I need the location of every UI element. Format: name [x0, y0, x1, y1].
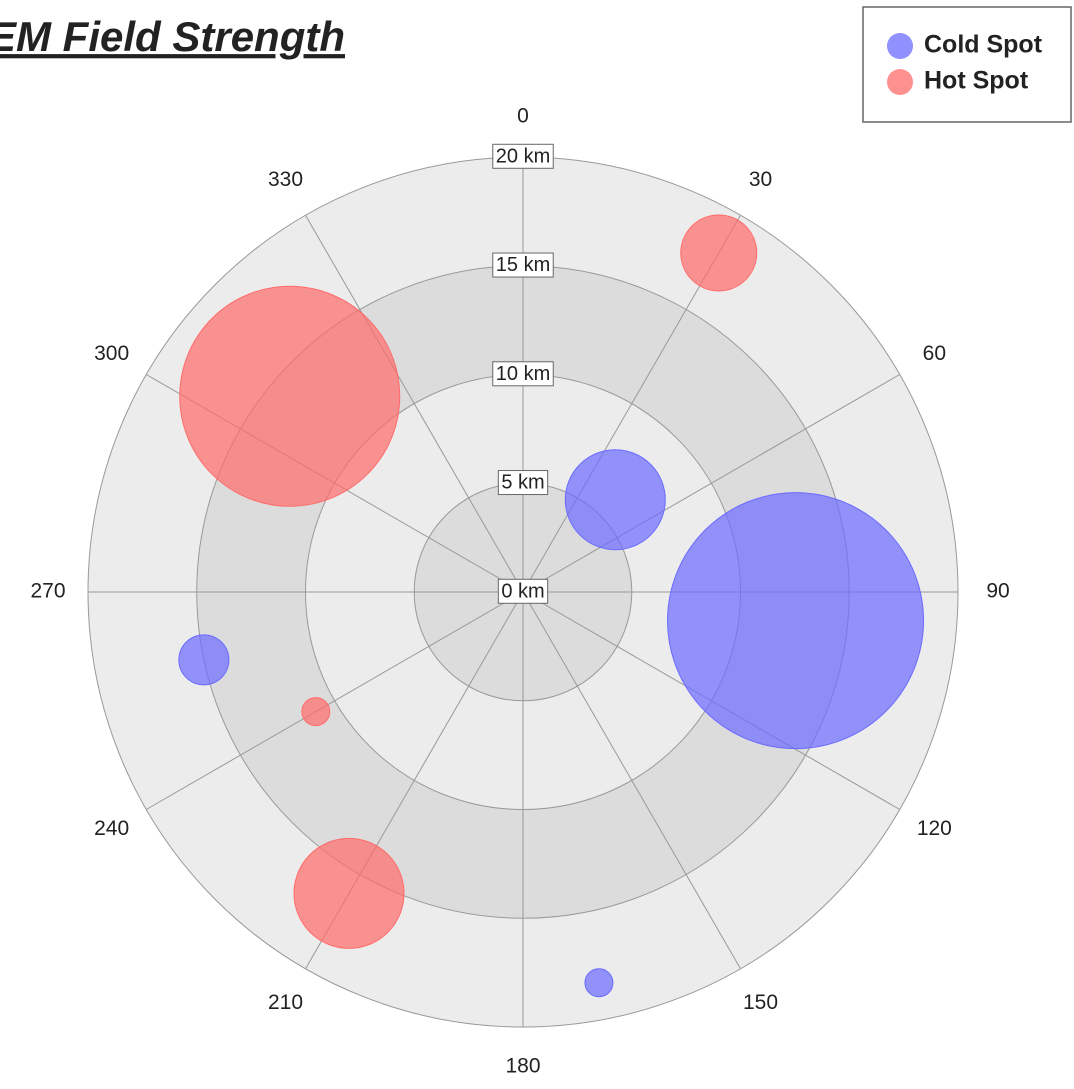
legend-swatch [887, 33, 913, 59]
radial-label: 5 km [501, 472, 544, 494]
legend: Cold Spot Hot Spot [887, 31, 1043, 95]
radial-label: 15 km [496, 254, 550, 276]
bubble [293, 837, 405, 949]
bubble [178, 634, 230, 686]
spoke [146, 591, 524, 810]
legend-box [862, 6, 1072, 123]
radial-label: 10 km [496, 363, 550, 385]
angle-label: 0 [517, 105, 529, 128]
angle-label: 90 [986, 580, 1009, 603]
bubble [564, 449, 666, 551]
radial-label: 0 km [501, 580, 544, 602]
radial-label-box [497, 470, 549, 496]
legend-label: Cold Spot [924, 31, 1043, 59]
angle-label: 300 [94, 342, 129, 365]
angle-label: 150 [743, 991, 778, 1014]
radial-label-box [492, 143, 554, 169]
labels: 0 30 60 90 120 150 180 210 240 270 300 330 0 km 5 km 1… [30, 105, 1009, 1078]
angle-label: 60 [923, 342, 946, 365]
chart-title: EM Field Strength [0, 13, 345, 60]
bubble [667, 492, 925, 750]
angle-label: 240 [94, 817, 129, 840]
spoke [305, 215, 524, 593]
spoke [522, 591, 741, 969]
legend-label: Hot Spot [924, 67, 1029, 95]
angle-label: 210 [268, 991, 303, 1014]
radial-label: 20 km [496, 145, 550, 167]
radial-label-box [492, 252, 554, 278]
bubble [301, 697, 331, 727]
marks [178, 214, 925, 998]
spoke [522, 374, 900, 593]
angle-label: 120 [917, 817, 952, 840]
legend-swatch [887, 69, 913, 95]
radial-label-box [497, 578, 549, 604]
angle-label: 270 [30, 580, 65, 603]
bubble [680, 214, 758, 292]
bubble [179, 285, 401, 507]
radial-label-box [492, 361, 554, 387]
angle-label: 30 [749, 168, 772, 191]
bubble [584, 968, 614, 998]
angle-label: 180 [505, 1055, 540, 1078]
angle-label: 330 [268, 168, 303, 191]
